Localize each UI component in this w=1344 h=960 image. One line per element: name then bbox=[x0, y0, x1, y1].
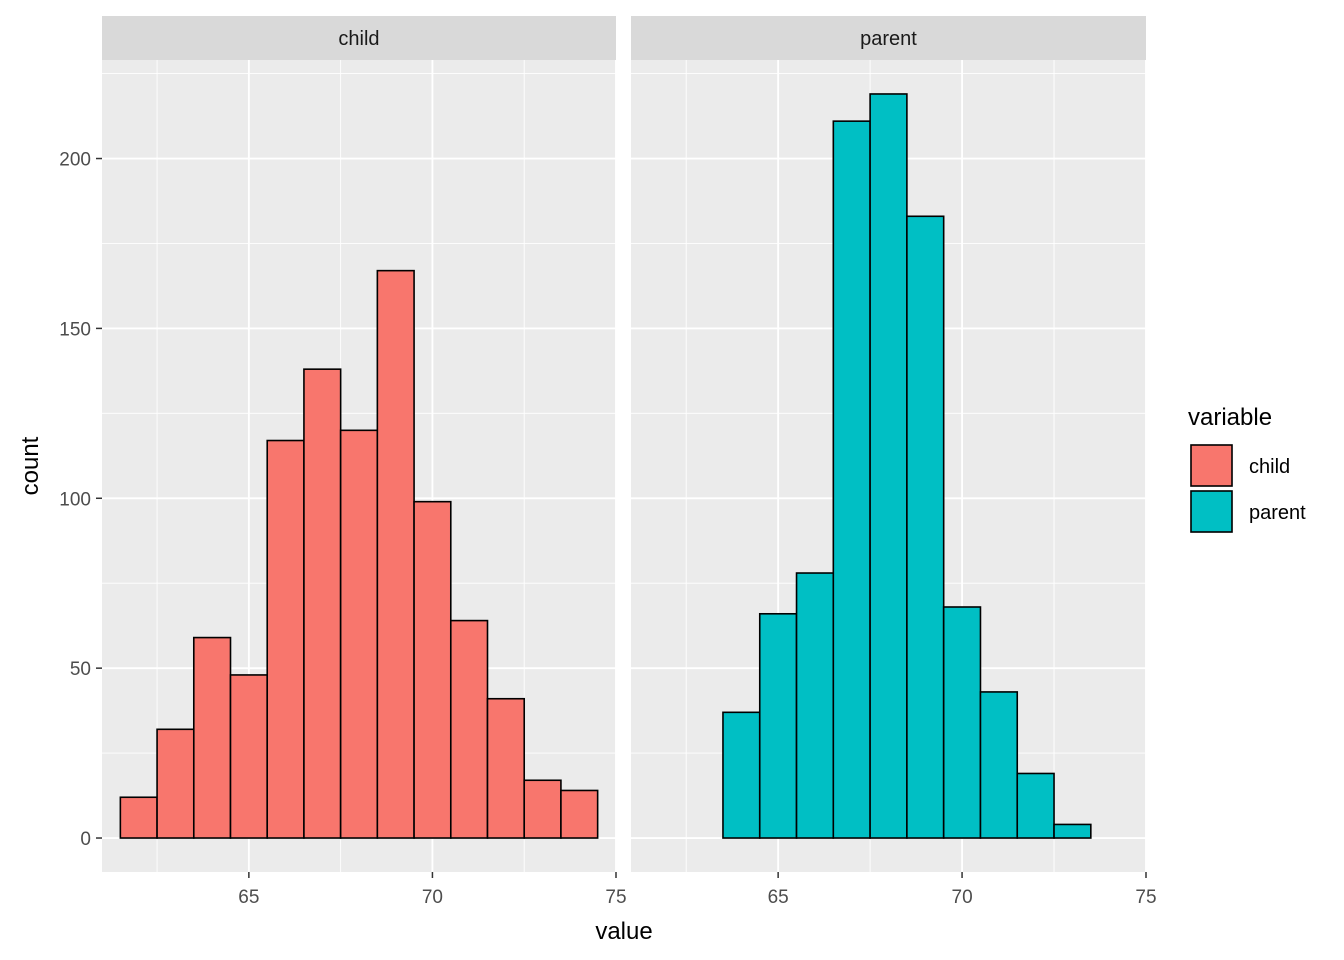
legend-swatch-child bbox=[1190, 444, 1233, 487]
bar-parent-bin-69 bbox=[906, 215, 945, 839]
bar-child-bin-69 bbox=[376, 269, 415, 839]
y-tick-label: 100 bbox=[59, 489, 91, 510]
bar-child-bin-67 bbox=[303, 368, 342, 839]
bar-parent-bin-67 bbox=[832, 120, 871, 839]
x-tick-label: 75 bbox=[1135, 887, 1156, 908]
x-tick-label: 70 bbox=[952, 887, 973, 908]
legend: variable child parent bbox=[1188, 404, 1306, 533]
facet-panel-parent: parent bbox=[631, 16, 1147, 872]
y-tick-label: 200 bbox=[59, 150, 91, 171]
facet-strip-label: parent bbox=[860, 28, 917, 50]
x-tick-label: 75 bbox=[605, 887, 626, 908]
facets-layer: child parent bbox=[102, 16, 1147, 872]
x-tick-label: 70 bbox=[422, 887, 443, 908]
bar-parent-bin-71 bbox=[979, 691, 1019, 839]
y-tick-label: 150 bbox=[59, 319, 91, 340]
bar-child-bin-63 bbox=[156, 728, 195, 839]
bar-child-bin-64 bbox=[192, 636, 232, 839]
x-tick-label: 65 bbox=[238, 887, 259, 908]
bar-parent-bin-68 bbox=[869, 93, 908, 839]
facet-strip bbox=[631, 16, 1146, 60]
facet-panel-child: child bbox=[102, 16, 617, 872]
bar-child-bin-65 bbox=[229, 674, 269, 839]
x-axis-title: value bbox=[595, 918, 652, 945]
bar-child-bin-73 bbox=[523, 779, 562, 839]
legend-label-parent: parent bbox=[1249, 502, 1306, 524]
bar-child-bin-70 bbox=[413, 500, 452, 839]
bar-child-bin-66 bbox=[266, 439, 305, 839]
facet-strip bbox=[102, 16, 616, 60]
bar-parent-bin-73 bbox=[1053, 823, 1092, 839]
bar-child-bin-74 bbox=[560, 789, 599, 839]
bar-parent-bin-70 bbox=[942, 606, 982, 839]
bar-child-bin-68 bbox=[339, 429, 379, 839]
bar-parent-bin-64 bbox=[722, 711, 761, 839]
bar-parent-bin-65 bbox=[758, 612, 798, 839]
x-tick-label: 65 bbox=[768, 887, 789, 908]
facet-strip-label: child bbox=[338, 28, 379, 50]
bar-parent-bin-72 bbox=[1016, 772, 1055, 839]
legend-swatch-parent bbox=[1190, 490, 1233, 533]
legend-title: variable bbox=[1188, 404, 1272, 431]
bar-parent-bin-66 bbox=[795, 572, 835, 839]
bar-child-bin-62 bbox=[119, 796, 158, 839]
y-tick-label: 0 bbox=[80, 829, 91, 850]
bar-child-bin-72 bbox=[486, 697, 526, 839]
y-tick-label: 50 bbox=[70, 659, 91, 680]
y-axis-title: count bbox=[17, 436, 44, 495]
bar-child-bin-71 bbox=[449, 619, 489, 839]
legend-label-child: child bbox=[1249, 456, 1290, 478]
axes-layer: 65 70 75 65 70 75 0 50 100 150 200 value count bbox=[17, 150, 1157, 945]
